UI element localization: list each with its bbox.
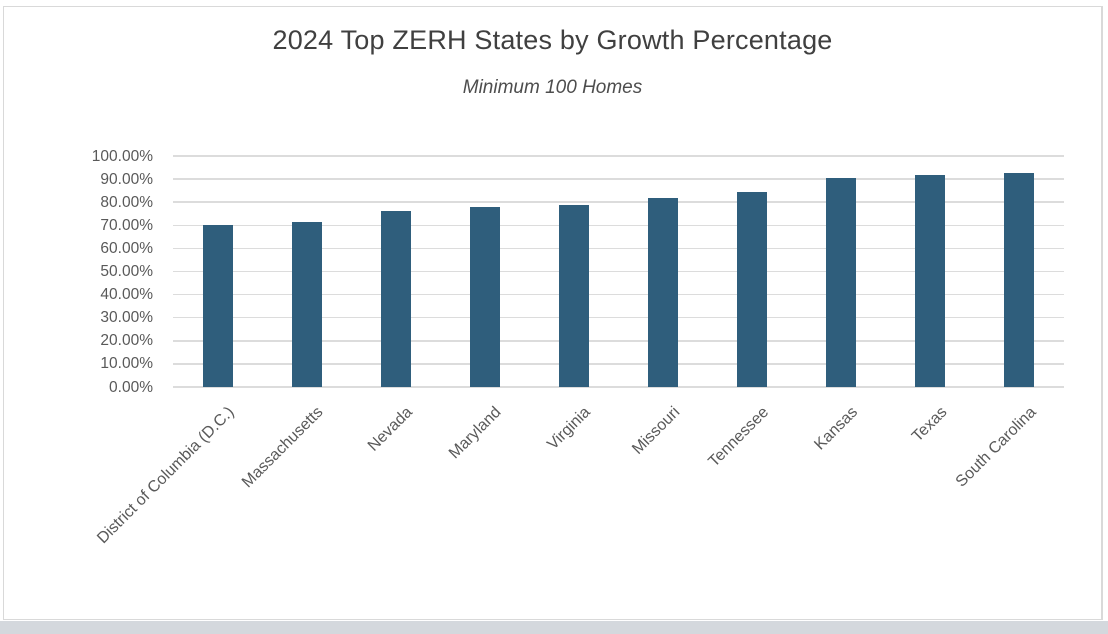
- y-axis-tick-label: 40.00%: [100, 286, 153, 304]
- bar-massachusetts: [291, 221, 322, 387]
- y-axis-tick-label: 10.00%: [100, 355, 153, 373]
- x-axis-category-label: Missouri: [628, 403, 683, 458]
- y-axis-tick-label: 50.00%: [100, 263, 153, 280]
- x-axis-category-labels: District of Columbia (D.C.) Massachusetts…: [94, 403, 1064, 621]
- x-axis-category-label: Virginia: [544, 403, 594, 454]
- y-axis-tick-labels: 100.00% 90.00% 80.00% 70.00% 60.00% 50.00% 40.…: [4, 147, 153, 400]
- gridline: [173, 155, 1064, 157]
- y-axis-tick-label: 80.00%: [100, 193, 153, 211]
- y-axis-tick-label: 30.00%: [100, 309, 153, 327]
- gridline: [173, 363, 1064, 365]
- chart-panel: 2024 Top ZERH States by Growth Percentag…: [3, 6, 1103, 620]
- y-axis-tick-label: 100.00%: [91, 147, 153, 165]
- y-axis-tick-label: 0.00%: [109, 378, 153, 396]
- x-axis-category-label: Maryland: [446, 403, 505, 463]
- gridline: [173, 293, 1064, 296]
- x-axis-category-label: South Carolina: [952, 403, 1040, 491]
- bar-kansas: [826, 178, 857, 387]
- x-axis-category-label: Texas: [908, 403, 951, 446]
- bar-nevada: [380, 210, 411, 387]
- bar-district-of-columbia-d-c: [202, 224, 233, 387]
- page-bottom-strip: [0, 621, 1108, 634]
- x-axis-category-label: District of Columbia (D.C.): [93, 403, 238, 548]
- y-axis-tick-label: 70.00%: [100, 216, 153, 234]
- bar-missouri: [648, 198, 679, 387]
- plot-area: [173, 155, 1064, 388]
- x-axis-category-label: Massachusetts: [238, 403, 327, 492]
- gridline: [173, 386, 1064, 388]
- gridline: [173, 201, 1064, 203]
- x-axis-category-label: Nevada: [364, 403, 416, 455]
- gridline: [173, 178, 1064, 180]
- bar-tennessee: [737, 191, 768, 387]
- bar-south-carolina: [1004, 173, 1035, 387]
- bar-texas: [915, 174, 946, 387]
- chart-subtitle: Minimum 100 Homes: [462, 77, 643, 98]
- bar-maryland: [469, 207, 500, 387]
- bar-virginia: [558, 205, 589, 387]
- x-axis-category-label: Kansas: [811, 403, 861, 454]
- y-axis-tick-label: 90.00%: [100, 170, 153, 188]
- gridline: [173, 270, 1064, 273]
- y-axis-tick-label: 60.00%: [100, 239, 153, 257]
- gridline: [173, 247, 1064, 250]
- gridline: [173, 224, 1064, 227]
- gridline: [173, 340, 1064, 342]
- x-axis-category-label: Tennessee: [705, 403, 772, 471]
- gridline: [173, 316, 1064, 319]
- chart-title: 2024 Top ZERH States by Growth Percentag…: [272, 25, 833, 55]
- y-axis-tick-label: 20.00%: [100, 332, 153, 350]
